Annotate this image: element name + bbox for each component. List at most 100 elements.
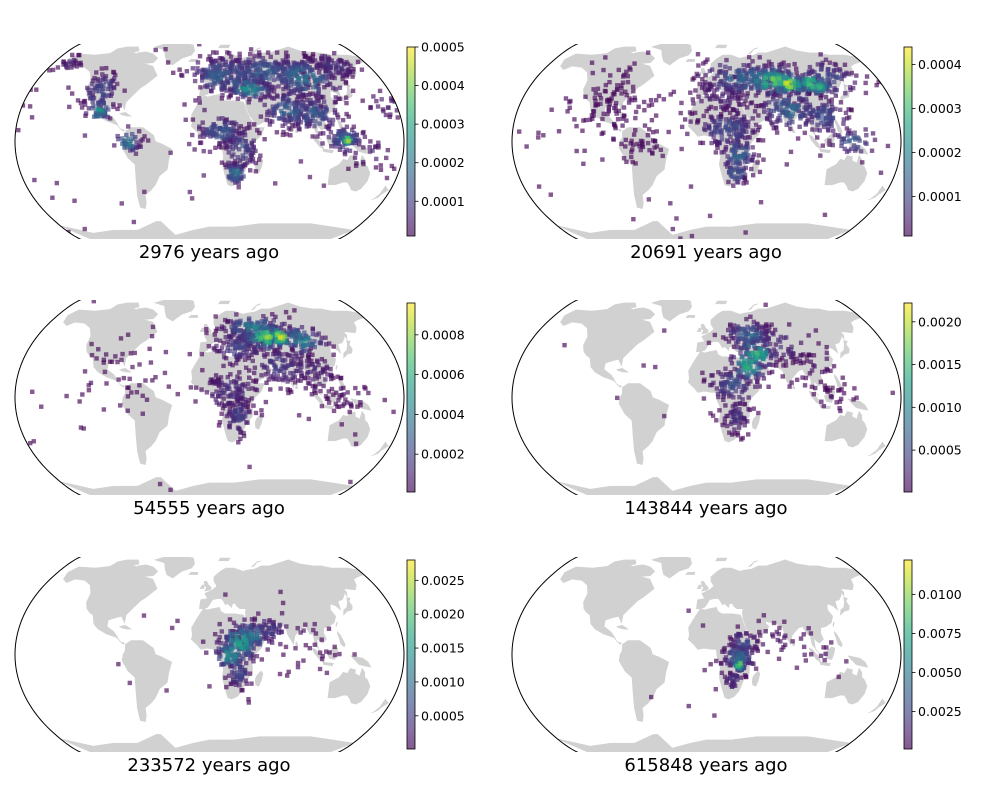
- scatter-point: [739, 156, 745, 161]
- scatter-point: [143, 378, 148, 383]
- scatter-point: [728, 74, 734, 79]
- scatter-point: [354, 132, 360, 137]
- scatter-point: [261, 347, 266, 352]
- map-panel-5: 0.0005 0.0010 0.0015 0.0020 0.0025 233572 ye…: [0, 513, 500, 776]
- scatter-point: [242, 76, 247, 82]
- scatter-point: [786, 73, 792, 79]
- scatter-point: [134, 390, 140, 395]
- map-outline: [511, 44, 902, 239]
- scatter-point: [331, 73, 336, 78]
- colorbar-tick-label: 0.0005: [918, 443, 962, 458]
- scatter-point: [222, 81, 228, 86]
- scatter-point: [302, 64, 308, 69]
- scatter-point: [243, 322, 248, 327]
- scatter-point: [281, 652, 286, 657]
- scatter-point: [370, 148, 375, 153]
- colorbar-tick-label: 0.0025: [421, 573, 465, 588]
- scatter-point: [164, 688, 169, 693]
- scatter-point: [696, 94, 701, 99]
- scatter-point: [216, 650, 222, 655]
- scatter-point: [228, 379, 234, 385]
- scatter-point: [749, 370, 755, 376]
- scatter-point: [322, 75, 328, 80]
- scatter-point: [688, 184, 694, 189]
- scatter-point: [304, 338, 309, 343]
- scatter-point: [333, 66, 339, 71]
- scatter-point: [298, 378, 303, 383]
- scatter-point: [780, 374, 785, 379]
- scatter-point: [314, 358, 320, 363]
- scatter-point: [824, 120, 829, 126]
- scatter-point: [827, 142, 832, 147]
- scatter-point: [262, 364, 267, 369]
- scatter-point: [804, 354, 809, 359]
- scatter-point: [251, 655, 256, 660]
- scatter-point: [734, 108, 739, 113]
- scatter-point: [781, 352, 786, 357]
- land-taiwan: [335, 365, 338, 371]
- scatter-point: [355, 59, 361, 65]
- scatter-point: [324, 649, 329, 654]
- scatter-point: [224, 88, 229, 93]
- scatter-point: [228, 93, 233, 99]
- scatter-point: [764, 342, 769, 348]
- scatter-point: [224, 64, 230, 69]
- scatter-point: [283, 644, 289, 650]
- scatter-point: [183, 117, 188, 123]
- scatter-point: [111, 85, 116, 90]
- scatter-point: [753, 360, 759, 365]
- land-greenland: [650, 300, 692, 322]
- scatter-point: [233, 345, 239, 350]
- scatter-point: [270, 323, 275, 328]
- scatter-point: [226, 673, 232, 678]
- land-canadian-arctic: [106, 559, 140, 569]
- scatter-point: [218, 653, 223, 659]
- land-philippines: [833, 630, 843, 648]
- scatter-point: [825, 389, 830, 394]
- scatter-point: [346, 132, 352, 137]
- scatter-point: [331, 85, 336, 91]
- scatter-point: [265, 351, 270, 357]
- scatter-point: [719, 137, 725, 142]
- scatter-point: [307, 118, 313, 124]
- scatter-point: [786, 93, 792, 98]
- scatter-point: [138, 138, 144, 144]
- scatter-point: [322, 359, 328, 364]
- scatter-point: [714, 386, 720, 391]
- scatter-point: [779, 82, 784, 87]
- scatter-point: [88, 95, 94, 101]
- scatter-point: [746, 395, 751, 400]
- scatter-point: [766, 328, 771, 334]
- scatter-point: [69, 91, 75, 96]
- scatter-point: [756, 347, 761, 352]
- scatter-point: [228, 54, 234, 59]
- scatter-point: [843, 110, 849, 116]
- scatter-point: [239, 632, 244, 637]
- scatter-point: [115, 359, 120, 365]
- scatter-point: [320, 116, 326, 122]
- scatter-point: [330, 122, 335, 127]
- scatter-point: [235, 374, 240, 379]
- scatter-point: [251, 403, 256, 408]
- scatter-point: [844, 126, 850, 131]
- scatter-point: [264, 81, 269, 86]
- scatter-point: [332, 652, 338, 658]
- scatter-point: [243, 641, 249, 647]
- scatter-point: [768, 109, 774, 114]
- scatter-point: [29, 115, 35, 120]
- scatter-point: [240, 391, 245, 396]
- scatter-point: [243, 678, 249, 683]
- scatter-point: [739, 168, 745, 174]
- scatter-point: [271, 107, 276, 112]
- scatter-point: [229, 400, 235, 406]
- scatter-point: [600, 157, 605, 162]
- scatter-point: [68, 61, 73, 66]
- scatter-point: [252, 53, 257, 59]
- scatter-point: [286, 669, 291, 675]
- scatter-point: [336, 398, 341, 403]
- scatter-point: [266, 626, 271, 631]
- scatter-point: [279, 629, 285, 634]
- scatter-point: [262, 102, 267, 108]
- scatter-point: [285, 100, 290, 106]
- scatter-point: [312, 366, 317, 371]
